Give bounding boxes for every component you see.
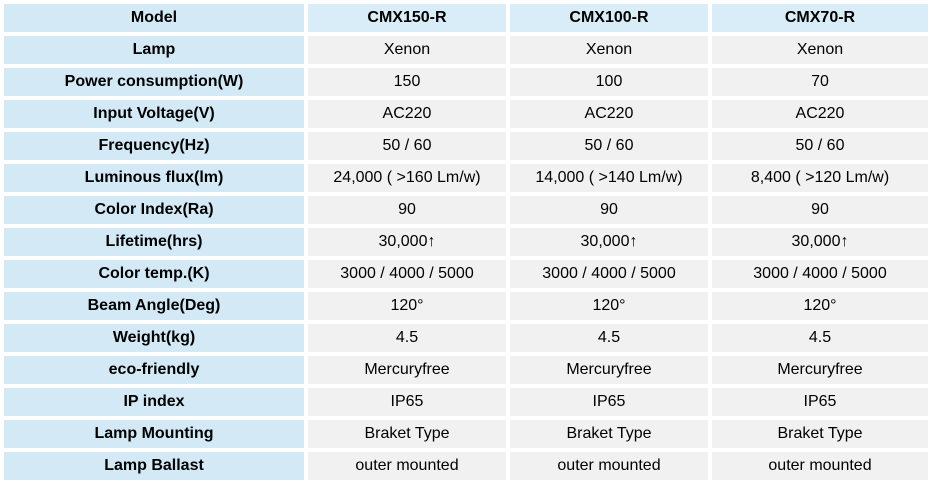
table-row: Luminous flux(lm) 24,000 ( >160 Lm/w) 14,0…	[4, 164, 928, 192]
row-value: 150	[308, 68, 506, 96]
row-value: 3000 / 4000 / 5000	[308, 260, 506, 288]
row-value: 8,400 ( >120 Lm/w)	[712, 164, 928, 192]
row-value: outer mounted	[308, 452, 506, 480]
row-value: 4.5	[510, 324, 708, 352]
row-value: Mercuryfree	[510, 356, 708, 384]
table-row: Weight(kg) 4.5 4.5 4.5	[4, 324, 928, 352]
row-label: Lamp Mounting	[4, 420, 304, 448]
row-label: eco-friendly	[4, 356, 304, 384]
row-label: Lifetime(hrs)	[4, 228, 304, 256]
row-value: Mercuryfree	[712, 356, 928, 384]
row-value: 3000 / 4000 / 5000	[510, 260, 708, 288]
row-value: 50 / 60	[712, 132, 928, 160]
header-model-cmx150r: CMX150-R	[308, 4, 506, 32]
row-label: Weight(kg)	[4, 324, 304, 352]
row-value: Xenon	[712, 36, 928, 64]
table-row: Lamp Ballast outer mounted outer mounted ou…	[4, 452, 928, 480]
table-row: Lamp Xenon Xenon Xenon	[4, 36, 928, 64]
row-value: 90	[510, 196, 708, 224]
row-value: AC220	[712, 100, 928, 128]
row-value: outer mounted	[510, 452, 708, 480]
row-value: Mercuryfree	[308, 356, 506, 384]
row-value: 90	[308, 196, 506, 224]
row-value: IP65	[712, 388, 928, 416]
table-body: Lamp Xenon Xenon Xenon Power consumption(W) 1…	[4, 36, 928, 480]
header-model-label: Model	[4, 4, 304, 32]
row-value: IP65	[510, 388, 708, 416]
row-value: AC220	[308, 100, 506, 128]
table-row: Input Voltage(V) AC220 AC220 AC220	[4, 100, 928, 128]
table-row: Beam Angle(Deg) 120° 120° 120°	[4, 292, 928, 320]
table-row: Frequency(Hz) 50 / 60 50 / 60 50 / 60	[4, 132, 928, 160]
row-label: Frequency(Hz)	[4, 132, 304, 160]
row-label: Beam Angle(Deg)	[4, 292, 304, 320]
row-label: Color Index(Ra)	[4, 196, 304, 224]
row-value: Xenon	[308, 36, 506, 64]
row-value: Braket Type	[510, 420, 708, 448]
row-value: 50 / 60	[510, 132, 708, 160]
table-row: Power consumption(W) 150 100 70	[4, 68, 928, 96]
row-label: Color temp.(K)	[4, 260, 304, 288]
row-value: 90	[712, 196, 928, 224]
row-value: 120°	[712, 292, 928, 320]
row-label: Lamp Ballast	[4, 452, 304, 480]
table-row: Lamp Mounting Braket Type Braket Type Brake…	[4, 420, 928, 448]
table-row: IP index IP65 IP65 IP65	[4, 388, 928, 416]
row-value: 100	[510, 68, 708, 96]
row-value: 30,000↑	[308, 228, 506, 256]
table-row: Color Index(Ra) 90 90 90	[4, 196, 928, 224]
row-value: Braket Type	[712, 420, 928, 448]
table-row: Lifetime(hrs) 30,000↑ 30,000↑ 30,000↑	[4, 228, 928, 256]
row-label: IP index	[4, 388, 304, 416]
row-value: AC220	[510, 100, 708, 128]
row-value: 14,000 ( >140 Lm/w)	[510, 164, 708, 192]
table-header-row: Model CMX150-R CMX100-R CMX70-R	[4, 4, 928, 32]
row-value: 4.5	[712, 324, 928, 352]
row-label: Input Voltage(V)	[4, 100, 304, 128]
lamp-spec-table: Model CMX150-R CMX100-R CMX70-R Lamp Xeno…	[4, 4, 928, 480]
row-value: 3000 / 4000 / 5000	[712, 260, 928, 288]
row-value: Xenon	[510, 36, 708, 64]
row-value: 4.5	[308, 324, 506, 352]
row-value: 50 / 60	[308, 132, 506, 160]
row-label: Luminous flux(lm)	[4, 164, 304, 192]
table-row: Color temp.(K) 3000 / 4000 / 5000 3000 / 4…	[4, 260, 928, 288]
header-model-cmx70r: CMX70-R	[712, 4, 928, 32]
table-row: eco-friendly Mercuryfree Mercuryfree Mercur…	[4, 356, 928, 384]
row-value: 24,000 ( >160 Lm/w)	[308, 164, 506, 192]
row-value: Braket Type	[308, 420, 506, 448]
row-value: 70	[712, 68, 928, 96]
header-model-cmx100r: CMX100-R	[510, 4, 708, 32]
row-value: 120°	[308, 292, 506, 320]
row-label: Power consumption(W)	[4, 68, 304, 96]
row-label: Lamp	[4, 36, 304, 64]
row-value: IP65	[308, 388, 506, 416]
row-value: outer mounted	[712, 452, 928, 480]
row-value: 30,000↑	[510, 228, 708, 256]
row-value: 30,000↑	[712, 228, 928, 256]
row-value: 120°	[510, 292, 708, 320]
